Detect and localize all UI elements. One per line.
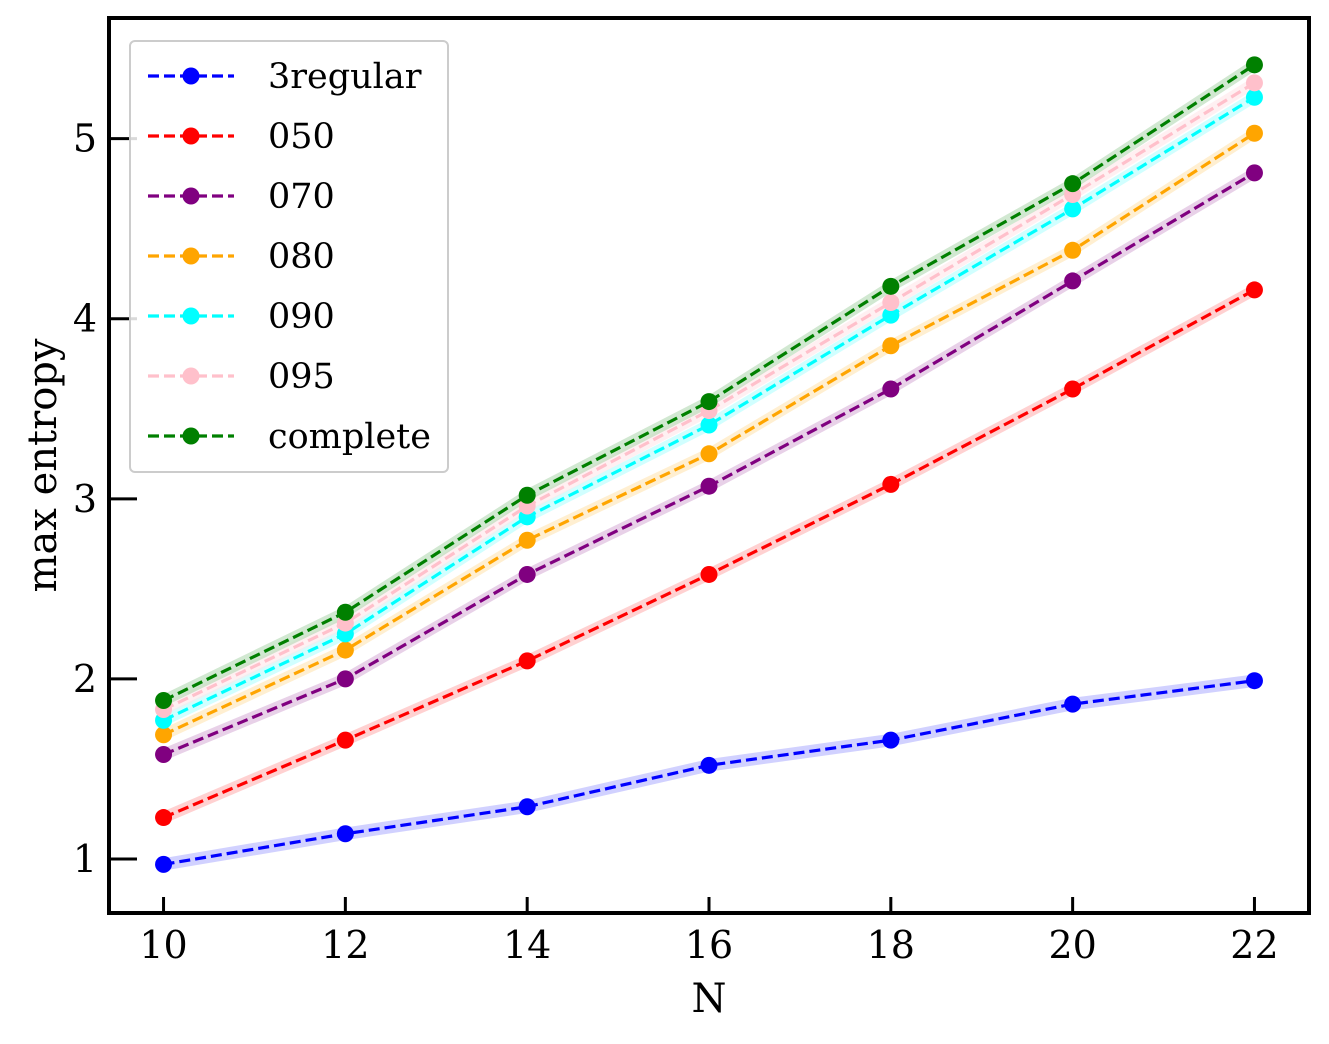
point-050 <box>155 809 173 827</box>
series-070 <box>155 164 1263 764</box>
legend-label: 050 <box>268 117 335 157</box>
point-complete <box>518 486 536 504</box>
point-070 <box>336 670 354 688</box>
legend-item-090: 090 <box>148 297 335 337</box>
series-090 <box>155 88 1263 729</box>
point-080 <box>1245 124 1263 142</box>
point-090 <box>882 306 900 324</box>
y-tick-label: 1 <box>73 837 97 881</box>
point-050 <box>1064 380 1082 398</box>
legend-marker <box>182 127 200 145</box>
legend-item-complete: complete <box>148 417 431 457</box>
point-3regular <box>336 825 354 843</box>
legend-marker <box>182 427 200 445</box>
plot-frame <box>107 16 1311 915</box>
y-tick-label: 4 <box>73 297 97 341</box>
point-080 <box>1064 241 1082 259</box>
point-complete <box>336 603 354 621</box>
x-tick-label: 14 <box>503 923 551 967</box>
point-080 <box>518 531 536 549</box>
point-070 <box>155 746 173 764</box>
point-3regular <box>882 731 900 749</box>
legend-marker <box>182 187 200 205</box>
y-axis-label: max entropy <box>20 338 66 592</box>
y-tick-label: 3 <box>73 477 97 521</box>
band-080 <box>163 126 1255 742</box>
point-3regular <box>155 855 173 873</box>
point-050 <box>882 475 900 493</box>
series-050 <box>155 281 1263 827</box>
point-complete <box>1064 175 1082 193</box>
point-090 <box>700 416 718 434</box>
point-3regular <box>1245 672 1263 690</box>
y-tick-label: 5 <box>73 117 97 161</box>
point-080 <box>700 445 718 463</box>
point-070 <box>700 477 718 495</box>
legend-marker <box>182 307 200 325</box>
series-3regular <box>155 672 1263 873</box>
series-complete <box>155 56 1263 710</box>
legend-label: 080 <box>268 237 335 277</box>
point-complete <box>155 692 173 710</box>
point-095 <box>1245 74 1263 92</box>
point-070 <box>1245 164 1263 182</box>
legend-label: 090 <box>268 297 335 337</box>
point-complete <box>1245 56 1263 74</box>
x-tick-label: 18 <box>867 923 915 967</box>
point-070 <box>518 565 536 583</box>
legend-label: complete <box>268 417 431 457</box>
point-080 <box>155 726 173 744</box>
point-070 <box>1064 272 1082 290</box>
x-axis-label: N <box>692 976 727 1022</box>
band-complete <box>163 58 1255 707</box>
x-tick-label: 10 <box>139 923 187 967</box>
legend-item-3regular: 3regular <box>148 57 422 97</box>
point-080 <box>882 337 900 355</box>
legend-label: 095 <box>268 357 335 397</box>
point-complete <box>700 393 718 411</box>
series-lines <box>155 56 1263 873</box>
series-080 <box>155 124 1263 744</box>
x-tick-label: 16 <box>685 923 733 967</box>
point-050 <box>700 565 718 583</box>
legend: 3regular 050 070 080 090 095 complete <box>129 40 449 473</box>
point-complete <box>882 277 900 295</box>
point-095 <box>882 294 900 312</box>
point-090 <box>1064 200 1082 218</box>
y-tick-label: 2 <box>73 657 97 701</box>
legend-marker <box>182 247 200 265</box>
x-tick-label: 20 <box>1048 923 1096 967</box>
point-050 <box>336 731 354 749</box>
point-050 <box>518 652 536 670</box>
legend-label: 3regular <box>268 57 422 97</box>
x-tick-label: 22 <box>1230 923 1278 967</box>
point-090 <box>1245 88 1263 106</box>
point-3regular <box>700 756 718 774</box>
legend-marker <box>182 367 200 385</box>
legend-box <box>129 40 449 473</box>
legend-item-095: 095 <box>148 357 335 397</box>
point-3regular <box>1064 695 1082 713</box>
point-070 <box>882 380 900 398</box>
legend-item-070: 070 <box>148 177 335 217</box>
legend-item-050: 050 <box>148 117 335 157</box>
point-3regular <box>518 798 536 816</box>
legend-item-080: 080 <box>148 237 335 277</box>
x-tick-label: 12 <box>321 923 369 967</box>
legend-marker <box>182 67 200 85</box>
point-080 <box>336 641 354 659</box>
point-050 <box>1245 281 1263 299</box>
legend-label: 070 <box>268 177 335 217</box>
